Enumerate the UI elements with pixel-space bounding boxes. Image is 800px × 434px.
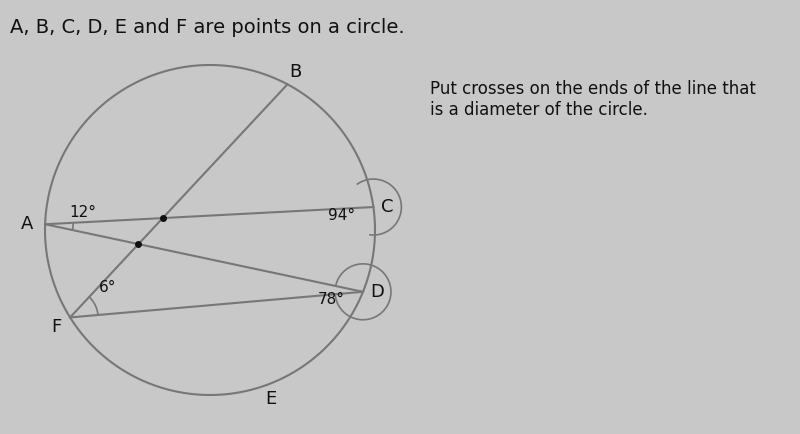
Text: C: C bbox=[381, 198, 394, 216]
Text: F: F bbox=[51, 319, 61, 336]
Text: 6°: 6° bbox=[99, 280, 117, 295]
Text: Put crosses on the ends of the line that
is a diameter of the circle.: Put crosses on the ends of the line that… bbox=[430, 80, 756, 119]
Text: 94°: 94° bbox=[328, 207, 355, 223]
Text: A: A bbox=[21, 215, 34, 233]
Text: D: D bbox=[370, 283, 384, 301]
Text: B: B bbox=[290, 63, 302, 81]
Text: E: E bbox=[265, 390, 276, 408]
Text: 12°: 12° bbox=[70, 205, 97, 220]
Text: A, B, C, D, E and F are points on a circle.: A, B, C, D, E and F are points on a circ… bbox=[10, 18, 405, 37]
Text: 78°: 78° bbox=[318, 293, 345, 307]
